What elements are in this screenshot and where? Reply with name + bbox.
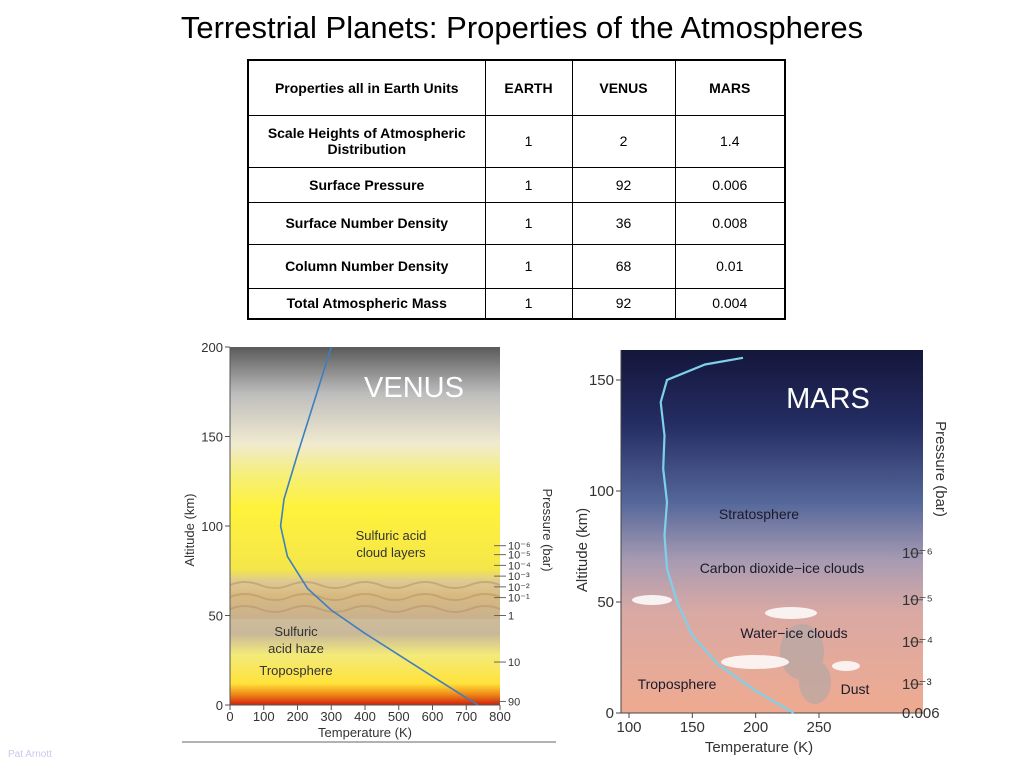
venus-x-tick-label: 600 xyxy=(422,709,444,724)
venus-cloud-label: Sulfuric acid cloud layers xyxy=(356,528,427,560)
venus-background xyxy=(230,347,500,705)
mars-troposphere-label: Troposphere xyxy=(638,676,717,692)
mars-axes: 100 150 200 250 0 50 100 150 10⁻⁶ 10⁻⁵ 10⁻⁴ 10⁻³ 0.0… xyxy=(589,350,940,736)
mars-figure-svg: 100 150 200 250 0 50 100 150 10⁻⁶ 10⁻⁵ 10⁻⁴ 10⁻³ 0.0… xyxy=(574,350,949,756)
table-row: Surface Number Density 1 36 0.008 xyxy=(247,201,786,245)
venus-y-tick-label: 200 xyxy=(201,340,223,355)
mars-temperature-profile xyxy=(659,356,795,714)
earth-value: 1 xyxy=(484,166,573,203)
mars-planet-label: MARS xyxy=(786,383,870,415)
header-earth: EARTH xyxy=(484,59,573,116)
venus-pressure-tick-label: 10⁻² xyxy=(508,582,530,594)
row-label: Surface Pressure xyxy=(247,166,486,203)
venus-pressure-tick-label: 10⁻⁵ xyxy=(508,550,531,562)
venus-x-tick-label: 300 xyxy=(320,709,342,724)
venus-pressure-tick-label: 10 xyxy=(508,657,520,669)
venus-cloud-texture xyxy=(229,581,501,613)
venus-x-tick-label: 100 xyxy=(253,709,275,724)
venus-value: 2 xyxy=(571,114,676,168)
table-row: Total Atmospheric Mass 1 92 0.004 xyxy=(247,287,786,320)
venus-x-tick-label: 800 xyxy=(489,709,511,724)
venus-pressure-tick-label: 10⁻¹ xyxy=(508,593,530,605)
header-mars: MARS xyxy=(674,59,786,116)
earth-value: 1 xyxy=(484,114,573,168)
venus-pressure-tick-label: 10⁻³ xyxy=(508,571,530,583)
header-venus: VENUS xyxy=(571,59,676,116)
row-label: Scale Heights of Atmospheric Distributio… xyxy=(247,114,486,168)
table-row: Column Number Density 1 68 0.01 xyxy=(247,243,786,289)
mars-x-tick-label: 200 xyxy=(743,719,768,736)
mars-pressure-tick-label: 10⁻³ xyxy=(902,676,932,693)
venus-figure-svg: 0 100 200 300 400 500 600 700 800 0 50 100 150 200 10⁻… xyxy=(182,340,556,743)
venus-y-tick-label: 0 xyxy=(216,698,223,713)
mars-co2-clouds-label: Carbon dioxide−ice clouds xyxy=(700,560,865,576)
mars-x-tick-label: 150 xyxy=(680,719,705,736)
table-row: Scale Heights of Atmospheric Distributio… xyxy=(247,114,786,168)
venus-y-tick-label: 150 xyxy=(201,430,223,445)
properties-table: Properties all in Earth Units EARTH VENU… xyxy=(247,59,786,320)
venus-x-axis-label: Temperature (K) xyxy=(318,725,412,740)
venus-haze-label: Sulfuric acid haze xyxy=(268,624,324,656)
mars-value: 0.008 xyxy=(674,201,786,245)
mars-stratosphere-label: Stratosphere xyxy=(719,506,799,522)
earth-value: 1 xyxy=(484,243,573,289)
mars-pressure-tick-label: 10⁻⁵ xyxy=(902,592,933,609)
earth-value: 1 xyxy=(484,287,573,320)
venus-troposphere-label: Troposphere xyxy=(259,663,332,678)
venus-y-tick-label: 100 xyxy=(201,519,223,534)
row-label: Column Number Density xyxy=(247,243,486,289)
venus-value: 92 xyxy=(571,287,676,320)
venus-y-tick-label: 50 xyxy=(209,609,223,624)
venus-atmosphere-figure: 0 100 200 300 400 500 600 700 800 0 50 100 150 200 10⁻… xyxy=(180,335,558,745)
mars-pressure-tick-label: 10⁻⁶ xyxy=(902,545,933,562)
mars-pressure-tick-label: 0.006 xyxy=(902,705,940,722)
mars-y-axis-label: Altitude (km) xyxy=(574,508,591,592)
row-label: Surface Number Density xyxy=(247,201,486,245)
mars-value: 0.01 xyxy=(674,243,786,289)
mars-pressure-tick-label: 10⁻⁴ xyxy=(902,634,933,651)
mars-y-tick-label: 100 xyxy=(589,483,614,500)
earth-value: 1 xyxy=(484,201,573,245)
mars-y-tick-label: 0 xyxy=(606,705,614,722)
mars-value: 0.004 xyxy=(674,287,786,320)
venus-pressure-tick-label: 10⁻⁴ xyxy=(508,560,531,572)
venus-value: 36 xyxy=(571,201,676,245)
venus-pressure-tick-label: 1 xyxy=(508,611,514,623)
mars-background xyxy=(621,350,923,713)
venus-pressure-tick-label: 10⁻⁶ xyxy=(508,541,531,553)
venus-value: 92 xyxy=(571,166,676,203)
mars-pressure-label: Pressure (bar) xyxy=(932,421,949,517)
header-properties: Properties all in Earth Units xyxy=(247,59,486,116)
venus-planet-label: VENUS xyxy=(364,372,464,404)
venus-pressure-tick-label: 90 xyxy=(508,696,520,708)
author-credit: Pat Arnott xyxy=(8,749,52,760)
venus-x-tick-label: 700 xyxy=(455,709,477,724)
venus-x-tick-label: 400 xyxy=(354,709,376,724)
mars-y-tick-label: 50 xyxy=(597,594,614,611)
mars-cloud-puffs xyxy=(632,595,860,671)
mars-value: 1.4 xyxy=(674,114,786,168)
mars-value: 0.006 xyxy=(674,166,786,203)
row-label: Total Atmospheric Mass xyxy=(247,287,486,320)
table-header-row: Properties all in Earth Units EARTH VENU… xyxy=(247,59,786,116)
venus-x-tick-label: 0 xyxy=(226,709,233,724)
venus-x-tick-label: 200 xyxy=(287,709,309,724)
table-row: Surface Pressure 1 92 0.006 xyxy=(247,166,786,203)
venus-x-tick-label: 500 xyxy=(388,709,410,724)
venus-pressure-label: Pressure (bar) xyxy=(540,488,555,571)
mars-y-tick-label: 150 xyxy=(589,372,614,389)
mars-x-tick-label: 250 xyxy=(806,719,831,736)
venus-value: 68 xyxy=(571,243,676,289)
venus-axes: 0 100 200 300 400 500 600 700 800 0 50 100 150 200 10⁻… xyxy=(201,340,531,724)
mars-atmosphere-figure: 100 150 200 250 0 50 100 150 10⁻⁶ 10⁻⁵ 10⁻⁴ 10⁻³ 0.0… xyxy=(570,342,954,758)
mars-dust-label: Dust xyxy=(841,681,870,697)
mars-x-axis-label: Temperature (K) xyxy=(705,739,813,756)
venus-temperature-profile xyxy=(279,346,479,706)
mars-x-tick-label: 100 xyxy=(616,719,641,736)
venus-y-axis-label: Altitude (km) xyxy=(182,494,197,567)
mars-water-clouds-label: Water−ice clouds xyxy=(740,625,847,641)
mars-dust-plume xyxy=(780,624,831,704)
slide-title: Terrestrial Planets: Properties of the A… xyxy=(180,10,864,45)
